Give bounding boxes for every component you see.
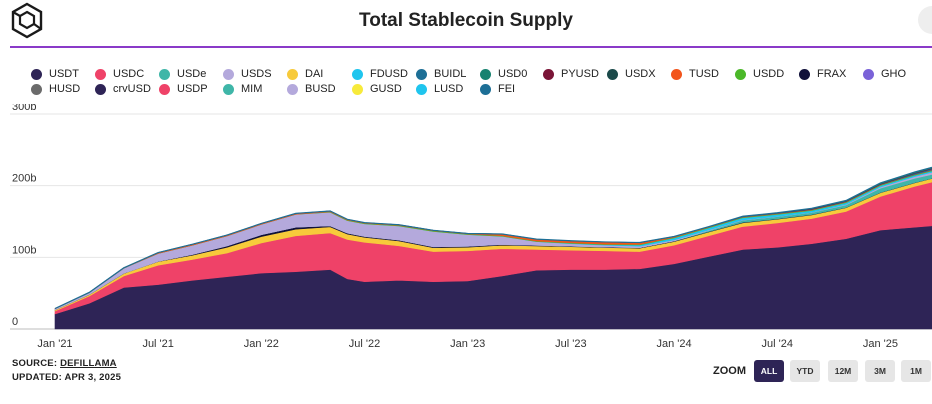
legend-item-fei[interactable]: FEI — [480, 81, 515, 97]
x-tick-label: Jan '23 — [450, 338, 485, 350]
cube-logo-icon — [10, 2, 44, 40]
legend-item-crvusd[interactable]: crvUSD — [95, 81, 151, 97]
legend-item-usd0[interactable]: USD0 — [480, 66, 527, 82]
legend-swatch — [863, 68, 874, 80]
x-tick-label: Jan '22 — [244, 338, 279, 350]
legend-label: GUSD — [370, 83, 402, 95]
legend-label: LUSD — [434, 83, 464, 95]
y-tick-label: 0 — [12, 316, 18, 328]
x-tick-label: Jul '21 — [142, 338, 173, 350]
legend-item-usdx[interactable]: USDX — [607, 66, 656, 82]
legend-swatch — [95, 68, 106, 80]
y-tick-label: 300b — [12, 104, 36, 113]
legend-label: USDS — [241, 68, 272, 80]
legend-swatch — [31, 83, 42, 95]
legend-label: HUSD — [49, 83, 81, 95]
legend-swatch — [416, 83, 427, 95]
stacked-area-chart: 0 100b 200b 300b Jan '21 Jul '21 Jan '22 Jul '2… — [10, 104, 932, 350]
legend-label: DAI — [305, 68, 324, 80]
legend-swatch — [607, 68, 618, 80]
legend-item-usdt[interactable]: USDT — [31, 66, 79, 82]
legend-item-pyusd[interactable]: PYUSD — [543, 66, 599, 82]
legend-swatch — [480, 83, 491, 95]
zoom-1m-button[interactable]: 1M — [901, 360, 931, 382]
legend-swatch — [223, 83, 234, 95]
legend-swatch — [223, 68, 234, 80]
legend-label: USDC — [113, 68, 145, 80]
legend-item-mim[interactable]: MIM — [223, 81, 262, 97]
zoom-3m-button[interactable]: 3M — [865, 360, 895, 382]
x-tick-label: Jan '24 — [656, 338, 691, 350]
zoom-label: ZOOM — [713, 365, 746, 377]
total-outline — [54, 166, 932, 310]
legend-label: USDX — [625, 68, 656, 80]
header-divider — [10, 46, 932, 48]
source-prefix: SOURCE: — [12, 358, 61, 369]
legend-item-usdc[interactable]: USDC — [95, 66, 144, 82]
chart-legend: USDT USDC USDe USDS DAI FDUSD BUIDL USD0 PYUSD US… — [0, 66, 932, 102]
legend-item-usdp[interactable]: USDP — [159, 81, 208, 97]
legend-item-gusd[interactable]: GUSD — [352, 81, 402, 97]
legend-label: USDT — [49, 68, 79, 80]
legend-swatch — [287, 68, 298, 80]
legend-swatch — [735, 68, 746, 80]
legend-swatch — [480, 68, 491, 80]
legend-label: USDD — [753, 68, 785, 80]
legend-item-buidl[interactable]: BUIDL — [416, 66, 466, 82]
legend-swatch — [287, 83, 298, 95]
legend-label: TUSD — [689, 68, 719, 80]
zoom-all-button[interactable]: ALL — [754, 360, 784, 382]
legend-swatch — [671, 68, 682, 80]
legend-item-tusd[interactable]: TUSD — [671, 66, 719, 82]
legend-label: GHO — [881, 68, 907, 80]
legend-item-lusd[interactable]: LUSD — [416, 81, 463, 97]
legend-label: FDUSD — [370, 68, 408, 80]
legend-item-fdusd[interactable]: FDUSD — [352, 66, 408, 82]
zoom-ytd-button[interactable]: YTD — [790, 360, 820, 382]
menu-button[interactable] — [918, 6, 932, 34]
x-tick-label: Jan '25 — [863, 338, 898, 350]
legend-swatch — [416, 68, 427, 80]
legend-label: BUSD — [305, 83, 336, 95]
legend-swatch — [543, 68, 554, 80]
legend-swatch — [159, 68, 170, 80]
legend-item-usdd[interactable]: USDD — [735, 66, 784, 82]
x-tick-label: Jul '22 — [349, 338, 380, 350]
legend-label: crvUSD — [113, 83, 151, 95]
legend-swatch — [31, 68, 42, 80]
legend-swatch — [95, 83, 106, 95]
legend-item-dai[interactable]: DAI — [287, 66, 323, 82]
legend-item-frax[interactable]: FRAX — [799, 66, 846, 82]
legend-item-usds[interactable]: USDS — [223, 66, 272, 82]
legend-label: FEI — [498, 83, 516, 95]
x-tick-label: Jul '23 — [555, 338, 586, 350]
legend-label: USDe — [177, 68, 207, 80]
y-tick-label: 200b — [12, 173, 36, 185]
legend-item-usde[interactable]: USDe — [159, 66, 206, 82]
legend-label: MIM — [241, 83, 263, 95]
legend-item-husd[interactable]: HUSD — [31, 81, 80, 97]
legend-swatch — [352, 83, 363, 95]
legend-label: BUIDL — [434, 68, 467, 80]
y-tick-label: 100b — [12, 244, 36, 256]
source-line: SOURCE: DEFILLAMA — [12, 358, 117, 369]
legend-swatch — [159, 83, 170, 95]
zoom-12m-button[interactable]: 12M — [828, 360, 858, 382]
legend-label: USDP — [177, 83, 208, 95]
legend-item-busd[interactable]: BUSD — [287, 81, 336, 97]
legend-label: FRAX — [817, 68, 847, 80]
legend-label: PYUSD — [561, 68, 599, 80]
legend-item-gho[interactable]: GHO — [863, 66, 906, 82]
legend-swatch — [799, 68, 810, 80]
x-tick-label: Jan '21 — [37, 338, 72, 350]
legend-label: USD0 — [498, 68, 528, 80]
legend-swatch — [352, 68, 363, 80]
x-tick-label: Jul '24 — [762, 338, 793, 350]
chart-title: Total Stablecoin Supply — [359, 10, 573, 31]
source-link[interactable]: DEFILLAMA — [60, 358, 117, 369]
updated-date: UPDATED: APR 3, 2025 — [12, 372, 122, 383]
